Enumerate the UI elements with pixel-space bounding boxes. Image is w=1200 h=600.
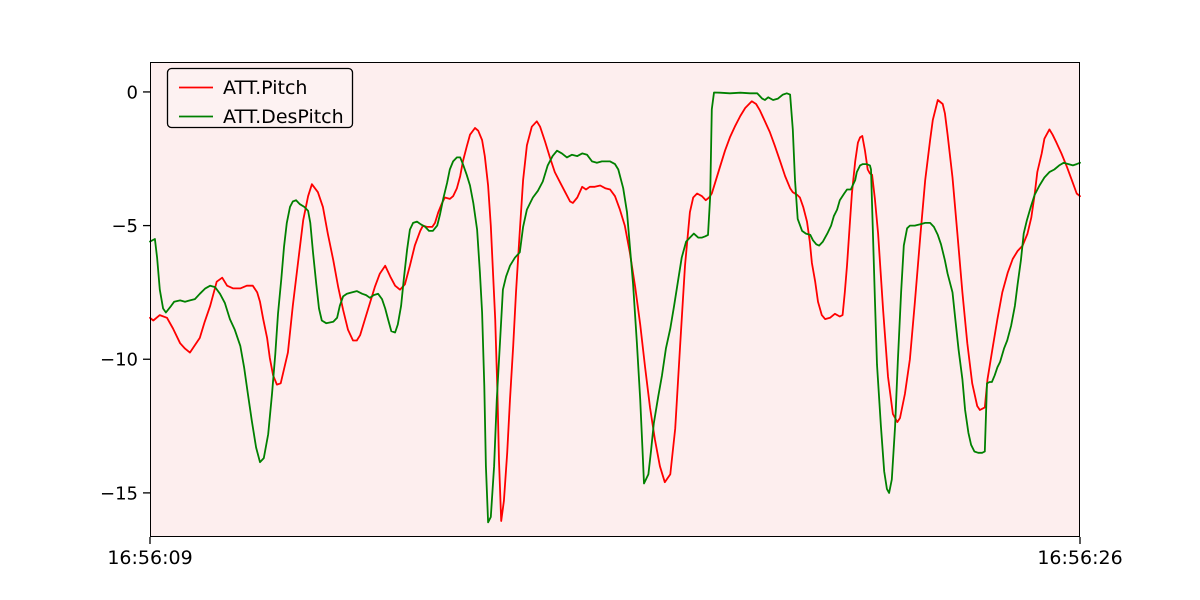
y-tick-label: −15 [100,483,138,504]
series-lines [149,91,1081,524]
legend: ATT.Pitch ATT.DesPitch [166,67,354,129]
x-axis-ticks: 16:56:09 16:56:26 [107,537,1123,569]
plot-border [149,61,1081,538]
y-tick-label: 0 [127,82,138,103]
y-axis-ticks: 0 −5 −10 −15 [100,82,150,504]
legend-label-att-pitch: ATT.Pitch [223,77,307,99]
legend-label-att-despitch: ATT.DesPitch [223,106,344,128]
legend-box [166,67,354,129]
y-tick-label: −5 [111,216,138,237]
plot-area [150,62,1080,537]
x-tick-label: 16:56:26 [1037,547,1122,569]
y-tick-label: −10 [100,350,138,371]
x-tick-label: 16:56:09 [107,547,192,569]
series-line-att-despitch [149,91,1081,524]
